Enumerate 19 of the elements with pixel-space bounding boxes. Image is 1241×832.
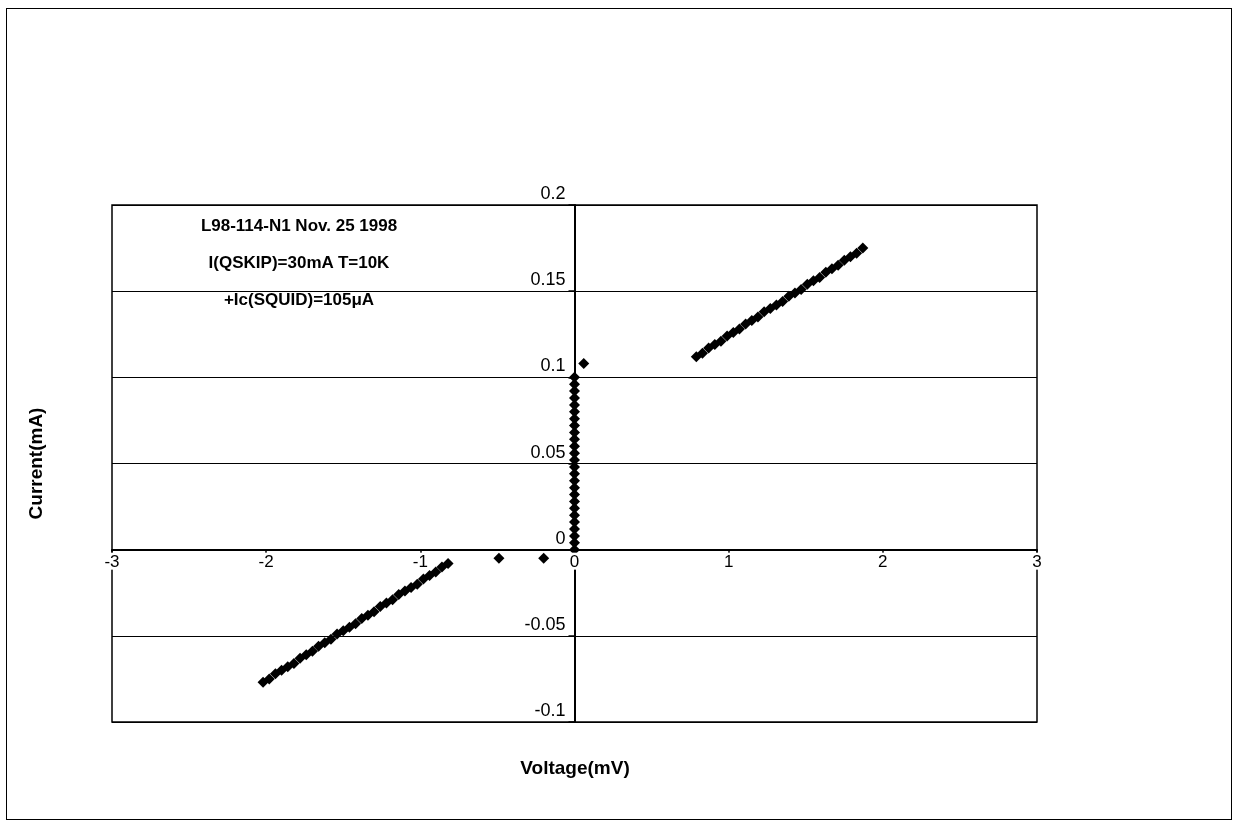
x-tick-label: -1	[412, 551, 428, 571]
x-tick-label: 2	[878, 551, 888, 571]
y-tick-label: 0.1	[540, 355, 566, 376]
y-tick-label: -0.05	[524, 613, 566, 634]
x-tick-label: -2	[258, 551, 274, 571]
y-tick-label: 0.2	[540, 183, 566, 203]
x-tick-label: 3	[1032, 551, 1042, 571]
annotation: +Ic(SQUID)=105μA	[223, 290, 375, 309]
y-tick-label: 0.05	[530, 441, 566, 462]
y-tick-label: 0.15	[530, 269, 566, 290]
x-tick-label: 0	[569, 551, 580, 571]
x-tick-label: 1	[723, 551, 734, 571]
x-axis-title: Voltage(mV)	[520, 757, 630, 778]
y-axis-title: Current(mA)	[25, 407, 46, 520]
x-tick-label: -3	[104, 551, 120, 571]
annotation: I(QSKIP)=30mA T=10K	[208, 253, 391, 272]
y-tick-label: -0.1	[534, 700, 566, 720]
y-tick-label: 0	[555, 527, 566, 548]
annotation: L98-114-N1 Nov. 25 1998	[200, 216, 398, 235]
